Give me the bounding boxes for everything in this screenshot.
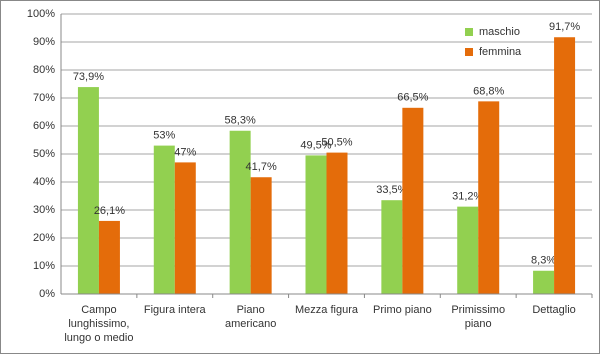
bar (326, 152, 348, 294)
y-tick-label: 0% (39, 288, 55, 300)
bar (250, 177, 272, 294)
value-label: 33,5% (376, 184, 407, 196)
x-tick-label: Primissimo piano (451, 304, 505, 330)
bar (153, 145, 175, 294)
bar (229, 130, 251, 294)
bar (77, 87, 99, 294)
value-label: 50,5% (321, 137, 352, 149)
value-label: 47% (174, 146, 196, 158)
bar (457, 206, 479, 294)
value-label: 41,7% (246, 161, 277, 173)
value-label: 49,5% (300, 139, 331, 151)
value-label: 68,8% (473, 85, 504, 97)
bar (305, 155, 327, 294)
bar (174, 162, 196, 294)
bar (402, 107, 424, 294)
value-label: 53% (153, 130, 175, 142)
x-tick-label: Primo piano (373, 304, 432, 316)
y-tick-label: 100% (27, 8, 55, 20)
x-tick-label: Dettaglio (532, 304, 575, 316)
y-tick-label: 30% (33, 204, 55, 216)
value-label: 31,2% (452, 191, 483, 203)
value-label: 8,3% (531, 255, 556, 267)
y-tick-label: 10% (33, 260, 55, 272)
x-tick-label: Campo lunghissimo, lungo o medio (64, 304, 133, 344)
y-tick-label: 20% (33, 232, 55, 244)
value-label: 91,7% (549, 21, 580, 33)
legend-label: femmina (479, 46, 522, 58)
y-tick-label: 80% (33, 64, 55, 76)
y-tick-label: 40% (33, 176, 55, 188)
value-label: 66,5% (397, 92, 428, 104)
x-tick-label: Mezza figura (295, 304, 359, 316)
bar (478, 101, 500, 294)
legend-label: maschio (479, 26, 520, 38)
y-tick-label: 60% (33, 120, 55, 132)
y-tick-label: 90% (33, 36, 55, 48)
bar (98, 220, 120, 294)
y-tick-label: 70% (33, 92, 55, 104)
x-tick-label: Figura intera (144, 304, 207, 316)
bar (381, 200, 403, 294)
x-tick-label: Piano americano (225, 304, 276, 330)
bar (533, 270, 555, 294)
legend-swatch (465, 28, 473, 36)
value-label: 73,9% (73, 71, 104, 83)
legend-swatch (465, 48, 473, 56)
y-tick-label: 50% (33, 148, 55, 160)
value-label: 26,1% (94, 205, 125, 217)
value-label: 58,3% (225, 115, 256, 127)
bar (554, 37, 576, 295)
